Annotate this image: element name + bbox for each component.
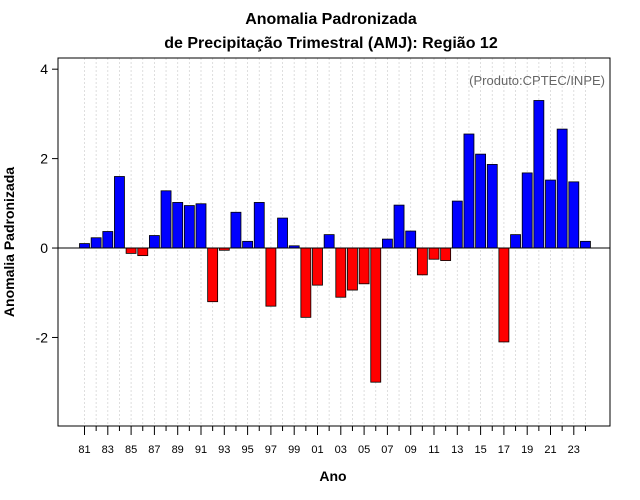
bar-90 [183,205,195,249]
x-tick-label: 85 [125,444,137,456]
x-tick-label: 15 [474,444,486,456]
bar-81 [79,243,90,249]
x-tick-label: 03 [335,444,347,456]
bar-98 [277,217,288,249]
bar-96 [253,202,265,249]
x-tick-label: 89 [172,444,184,456]
bar-19 [521,172,533,249]
bar-97 [265,247,277,307]
x-tick-label: 13 [451,444,463,456]
x-tick-label: 95 [241,444,253,456]
bar-05 [358,247,370,285]
source-annotation: (Produto:CPTEC/INPE) [469,73,605,88]
bar-95 [242,240,254,249]
bar-09 [405,230,417,249]
bar-11 [428,247,440,260]
bar-07 [381,238,393,249]
bar-22 [556,128,568,249]
bar-88 [160,190,172,249]
x-tick-label: 17 [498,444,510,456]
y-tick-label: 0 [40,240,48,256]
x-tick-label: 11 [428,444,439,456]
bar-08 [393,204,405,249]
x-tick-label: 05 [358,444,370,456]
chart-title: Anomalia Padronizada [245,11,417,28]
bar-91 [195,203,207,249]
y-tick-label: 2 [40,151,48,167]
y-axis-label: Anomalia Padronizada [1,167,17,317]
bar-14 [463,133,475,249]
bar-00 [300,247,312,318]
bar-15 [475,153,487,249]
x-tick-label: 93 [218,444,230,456]
x-tick-label: 91 [195,444,207,456]
bar-83 [102,231,114,249]
bar-16 [486,164,498,249]
bar-02 [323,234,335,249]
bar-20 [533,100,545,249]
bar-04 [347,247,358,291]
bar-21 [545,179,556,249]
bar-84 [114,176,125,249]
x-tick-label: 97 [265,444,277,456]
y-tick-label: 4 [40,61,48,77]
x-tick-label: 99 [288,444,300,456]
y-tick-label: -2 [36,329,49,345]
plot-frame [57,57,611,427]
x-tick-label: 83 [102,444,114,456]
x-tick-label: 01 [311,444,323,456]
x-axis-label: Ano [319,468,346,484]
x-tick-label: 19 [521,444,533,456]
x-tick-label: 07 [381,444,393,456]
bars [79,100,591,383]
bar-92 [207,247,219,303]
chart-subtitle: de Precipitação Trimestral (AMJ): Região… [164,35,498,52]
bar-23 [568,181,580,249]
bar-12 [440,247,452,261]
bar-24 [580,240,591,249]
bar-87 [148,235,160,249]
x-tick-label: 23 [568,444,580,456]
x-tick-label: 21 [544,444,556,456]
axes: -2 0 2 4 81 83 85 87 89 91 93 95 97 99 01 03 05 07 09 11 13 1… [36,57,611,456]
bar-03 [335,247,347,298]
bar-10 [416,247,428,276]
bar-18 [510,234,521,249]
bar-82 [90,237,102,249]
x-tick-label: 09 [405,444,417,456]
bar-94 [230,211,242,249]
bar-86 [137,247,149,257]
bar-01 [312,247,323,286]
bar-85 [125,247,137,254]
bar-06 [370,247,382,383]
x-tick-label: 87 [148,444,160,456]
x-tick-label: 81 [78,444,90,456]
bar-13 [451,200,463,249]
bar-17 [498,247,510,343]
bar-89 [172,202,184,249]
